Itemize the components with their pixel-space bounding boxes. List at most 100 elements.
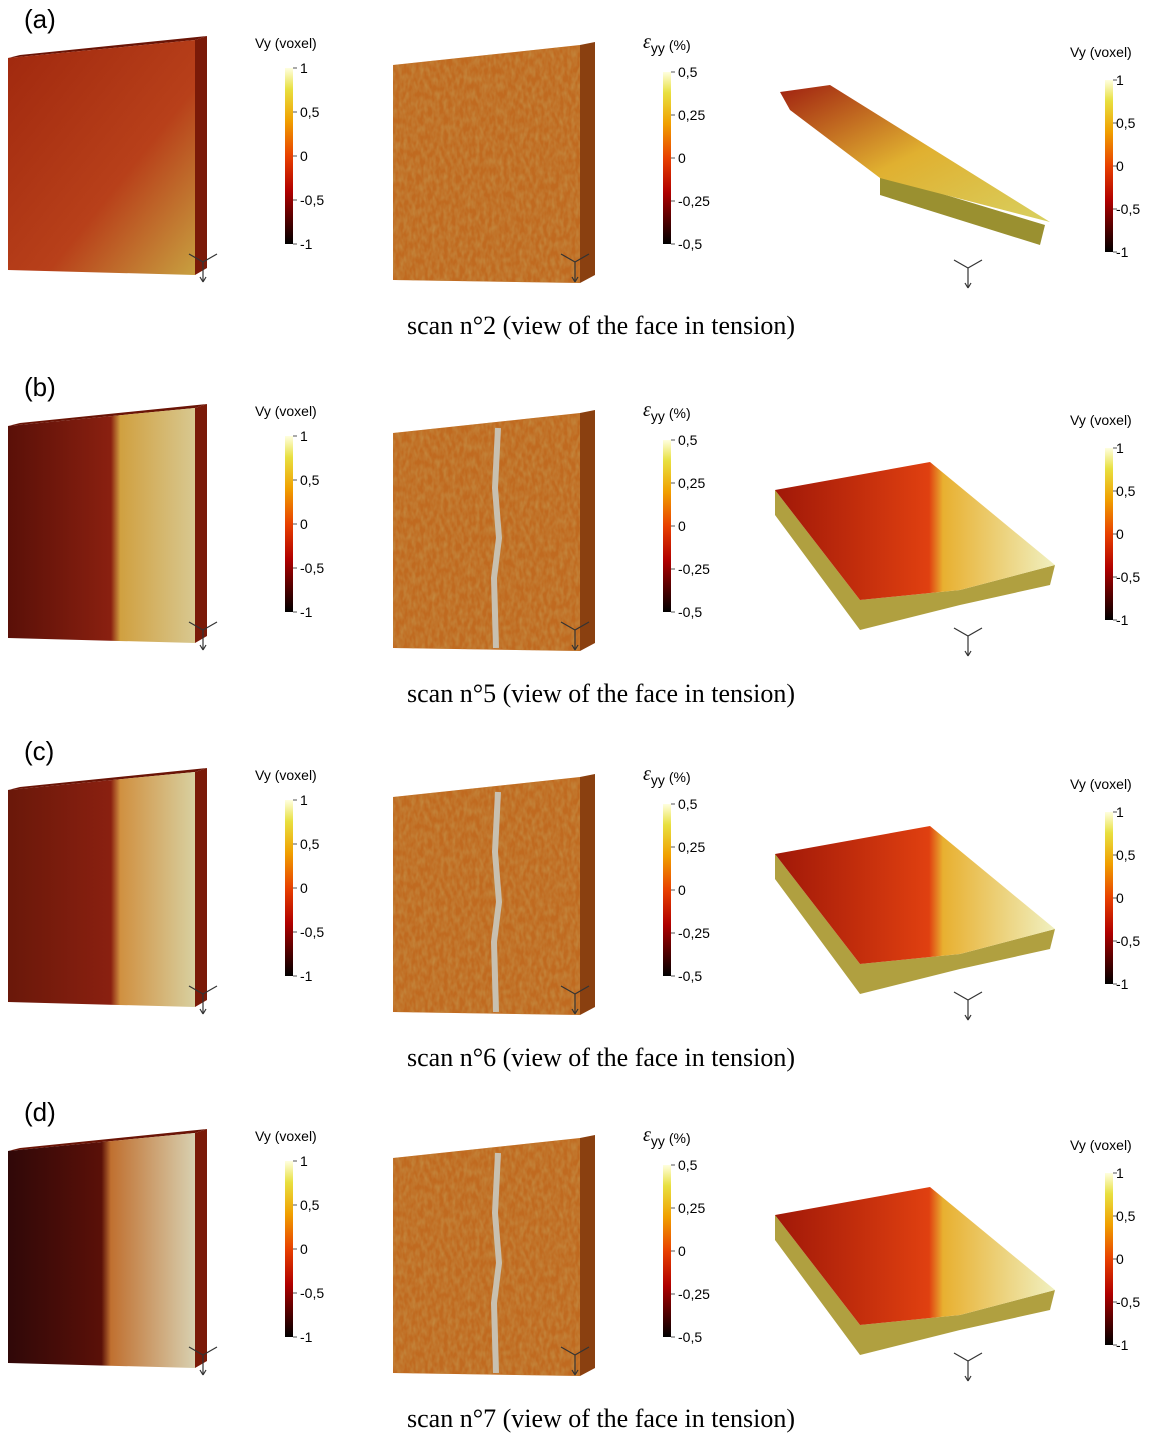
colorbar-tick-label: 1 — [1116, 440, 1124, 456]
colorbar-tick-label: 0,5 — [300, 1197, 320, 1213]
colorbar-title: εyy (%) — [643, 763, 691, 788]
panel-label: (a) — [24, 4, 56, 34]
axis-triad — [188, 985, 218, 1015]
plate-face — [8, 1133, 195, 1368]
colorbar-tick-label: -1 — [1116, 244, 1129, 260]
colorbar-tick-label: -1 — [300, 1329, 313, 1345]
colorbar-tick-label: 0,5 — [678, 64, 698, 80]
colorbar-tick-label: -0,25 — [678, 925, 710, 941]
unit: (%) — [669, 405, 691, 421]
plate-3d — [775, 826, 1055, 964]
colorbar — [663, 440, 671, 612]
colorbar-tick-label: 0 — [678, 882, 686, 898]
plate-top — [8, 36, 207, 58]
plate-3d — [775, 462, 1055, 600]
axis-triad — [560, 985, 590, 1015]
plate-face — [8, 772, 195, 1007]
axis-triad — [188, 253, 218, 283]
plate-face — [8, 40, 195, 275]
colorbar-tick-label: 0 — [1116, 1251, 1124, 1267]
plate-face — [8, 408, 195, 643]
plate-side — [195, 768, 207, 1007]
colorbar-tick-label: 0 — [1116, 890, 1124, 906]
strain-texture — [393, 1138, 580, 1376]
panel-label: (c) — [24, 736, 54, 766]
plate-side — [580, 410, 595, 651]
crack — [490, 1152, 503, 1374]
colorbar-tick-label: 0 — [678, 1243, 686, 1259]
plate-side — [580, 774, 595, 1015]
colorbar-tick-label: 1 — [300, 428, 308, 444]
colorbar-tick-label: 0,5 — [1116, 1208, 1136, 1224]
colorbar-tick-label: 0,5 — [300, 836, 320, 852]
plate-side — [580, 1135, 595, 1376]
colorbar-tick-label: 0 — [1116, 158, 1124, 174]
panel-row: (b) Vy (voxel) 1 0,5 0 -0,5 -1 εyy (%) 0,5 0,25 0 -0… — [8, 372, 1140, 708]
colorbar-tick-label: -0,5 — [300, 1285, 324, 1301]
subscript: yy — [651, 40, 665, 56]
plate-top — [8, 768, 207, 790]
colorbar-tick-label: -0,5 — [678, 604, 702, 620]
colorbar-title: εyy (%) — [643, 31, 691, 56]
panel-row: (a) Vy (voxel) 1 0,5 0 -0,5 -1 εyy (%) 0,5 0,25 0 -0… — [8, 4, 1140, 340]
symbol: ε — [643, 1124, 651, 1146]
strain-texture — [393, 777, 580, 1015]
colorbar-tick-label: 0 — [678, 518, 686, 534]
colorbar-tick-label: 0,25 — [678, 1200, 705, 1216]
colorbar-tick-label: -0,25 — [678, 1286, 710, 1302]
colorbar-title: Vy (voxel) — [255, 35, 317, 51]
colorbar-tick-label: -0,25 — [678, 193, 710, 209]
colorbar-tick-label: -0,5 — [1116, 933, 1140, 949]
caption: scan n°7 (view of the face in tension) — [407, 1404, 795, 1433]
colorbar-title: Vy (voxel) — [1070, 1137, 1132, 1153]
colorbar-tick-label: 0,5 — [1116, 847, 1136, 863]
colorbar-tick-label: -1 — [300, 236, 313, 252]
colorbar-tick-label: 0 — [678, 150, 686, 166]
colorbar — [1105, 448, 1113, 620]
colorbar-title: εyy (%) — [643, 1124, 691, 1149]
colorbar-tick-label: 1 — [1116, 1165, 1124, 1181]
colorbar-tick-label: -1 — [1116, 976, 1129, 992]
axis-triad — [188, 1346, 218, 1376]
plate-3d-side — [775, 490, 1055, 630]
colorbar — [663, 72, 671, 244]
colorbar-tick-label: 0,25 — [678, 839, 705, 855]
axis-triad — [953, 1352, 983, 1382]
colorbar-tick-label: -0,5 — [678, 968, 702, 984]
colorbar-tick-label: -0,5 — [678, 236, 702, 252]
colorbar-tick-label: 0,5 — [300, 472, 320, 488]
colorbar-tick-label: 0,25 — [678, 475, 705, 491]
colorbar-tick-label: 0 — [1116, 526, 1124, 542]
colorbar-title: Vy (voxel) — [255, 767, 317, 783]
colorbar-tick-label: -0,5 — [678, 1329, 702, 1345]
colorbar-tick-label: -0,5 — [1116, 201, 1140, 217]
crack — [490, 427, 503, 649]
colorbar-tick-label: 0 — [300, 148, 308, 164]
crack — [490, 791, 503, 1013]
plate-3d-side — [880, 175, 1045, 245]
axis-triad — [188, 621, 218, 651]
colorbar-tick-label: 1 — [1116, 804, 1124, 820]
axis-triad — [953, 259, 983, 289]
colorbar-tick-label: 0,25 — [678, 107, 705, 123]
colorbar-title: Vy (voxel) — [1070, 412, 1132, 428]
colorbar-tick-label: -1 — [1116, 1337, 1129, 1353]
colorbar-tick-label: -0,5 — [300, 192, 324, 208]
axis-triad — [560, 1346, 590, 1376]
colorbar — [663, 804, 671, 976]
colorbar-tick-label: 0,5 — [678, 432, 698, 448]
colorbar — [285, 1161, 293, 1337]
colorbar-tick-label: -0,5 — [1116, 569, 1140, 585]
colorbar-tick-label: -0,5 — [300, 924, 324, 940]
plate-3d-side — [775, 1215, 1055, 1355]
colorbar-tick-label: -0,25 — [678, 561, 710, 577]
colorbar — [1105, 812, 1113, 984]
colorbar-tick-label: -0,5 — [300, 560, 324, 576]
symbol: ε — [643, 399, 651, 421]
plate-3d-side — [775, 854, 1055, 994]
subscript: yy — [651, 408, 665, 424]
colorbar — [285, 800, 293, 976]
colorbar-tick-label: 0,5 — [678, 1157, 698, 1173]
colorbar-tick-label: 1 — [300, 60, 308, 76]
